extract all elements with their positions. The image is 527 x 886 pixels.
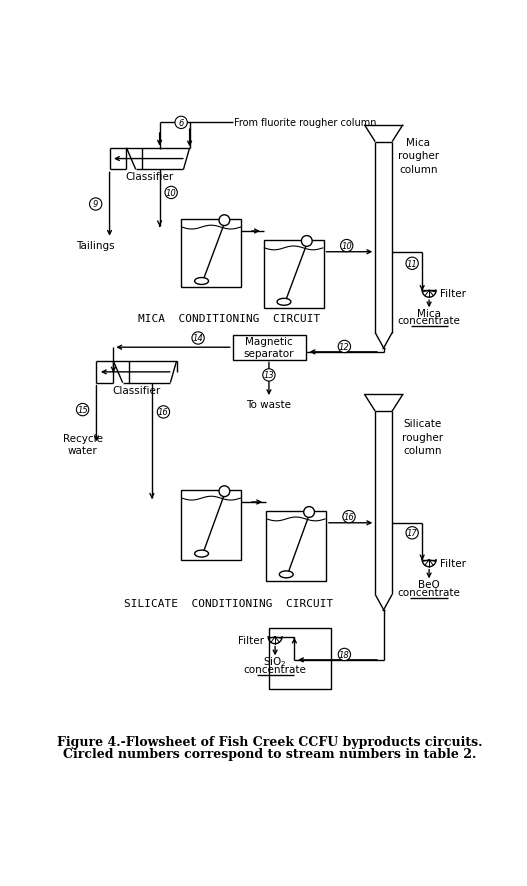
Text: 14: 14 bbox=[193, 334, 203, 343]
Text: Silicate
rougher
column: Silicate rougher column bbox=[402, 419, 443, 455]
Text: 16: 16 bbox=[344, 512, 354, 522]
Circle shape bbox=[165, 187, 177, 199]
Circle shape bbox=[406, 258, 418, 270]
Circle shape bbox=[219, 215, 230, 226]
Text: 17: 17 bbox=[407, 529, 417, 538]
Circle shape bbox=[338, 649, 350, 661]
Text: Magnetic
separator: Magnetic separator bbox=[243, 337, 294, 359]
Text: BeO: BeO bbox=[418, 579, 440, 590]
Text: 16: 16 bbox=[158, 408, 169, 417]
Text: 18: 18 bbox=[339, 650, 350, 659]
Text: Classifier: Classifier bbox=[125, 172, 174, 183]
Text: Mica
rougher
column: Mica rougher column bbox=[398, 138, 439, 175]
Text: 6: 6 bbox=[179, 119, 184, 128]
Bar bbox=[181, 220, 241, 288]
Circle shape bbox=[343, 511, 355, 524]
Text: Filter: Filter bbox=[440, 558, 466, 568]
Bar bbox=[269, 628, 330, 689]
Text: concentrate: concentrate bbox=[398, 587, 461, 597]
Circle shape bbox=[192, 332, 204, 345]
Circle shape bbox=[263, 369, 275, 382]
Text: 12: 12 bbox=[339, 343, 350, 352]
Circle shape bbox=[157, 407, 170, 418]
Text: MICA  CONDITIONING  CIRCUIT: MICA CONDITIONING CIRCUIT bbox=[138, 314, 320, 323]
Ellipse shape bbox=[194, 550, 209, 557]
Text: 10: 10 bbox=[341, 242, 352, 251]
Text: 10: 10 bbox=[166, 189, 177, 198]
Circle shape bbox=[340, 240, 353, 253]
Text: 9: 9 bbox=[93, 200, 99, 209]
Text: 13: 13 bbox=[264, 371, 275, 380]
Text: Circled numbers correspond to stream numbers in table 2.: Circled numbers correspond to stream num… bbox=[63, 747, 476, 760]
Ellipse shape bbox=[277, 299, 291, 306]
Text: Mica: Mica bbox=[417, 308, 441, 318]
Text: Figure 4.-Flowsheet of Fish Creek CCFU byproducts circuits.: Figure 4.-Flowsheet of Fish Creek CCFU b… bbox=[57, 734, 482, 748]
Text: 15: 15 bbox=[77, 406, 88, 415]
Text: Recycle
water: Recycle water bbox=[63, 433, 103, 456]
Text: To waste: To waste bbox=[247, 400, 291, 410]
Text: concentrate: concentrate bbox=[243, 664, 307, 674]
Circle shape bbox=[175, 117, 187, 129]
Text: 11: 11 bbox=[407, 260, 417, 268]
Text: From fluorite rougher column: From fluorite rougher column bbox=[235, 118, 377, 128]
Ellipse shape bbox=[279, 571, 293, 579]
Bar bbox=[233, 336, 306, 360]
Ellipse shape bbox=[194, 278, 209, 285]
Text: SILICATE  CONDITIONING  CIRCUIT: SILICATE CONDITIONING CIRCUIT bbox=[124, 598, 334, 609]
Text: Tailings: Tailings bbox=[76, 241, 115, 251]
Circle shape bbox=[338, 341, 350, 354]
Text: Filter: Filter bbox=[238, 635, 265, 645]
Circle shape bbox=[90, 198, 102, 211]
Circle shape bbox=[219, 486, 230, 497]
Bar bbox=[264, 241, 324, 308]
Circle shape bbox=[76, 404, 89, 416]
Text: Classifier: Classifier bbox=[112, 385, 161, 395]
Circle shape bbox=[406, 527, 418, 540]
Bar bbox=[266, 511, 326, 581]
Text: SiO$_2$: SiO$_2$ bbox=[264, 655, 287, 669]
Bar bbox=[181, 491, 241, 560]
Circle shape bbox=[304, 507, 315, 517]
Circle shape bbox=[301, 237, 312, 247]
Text: Filter: Filter bbox=[440, 289, 466, 299]
Text: concentrate: concentrate bbox=[398, 315, 461, 325]
